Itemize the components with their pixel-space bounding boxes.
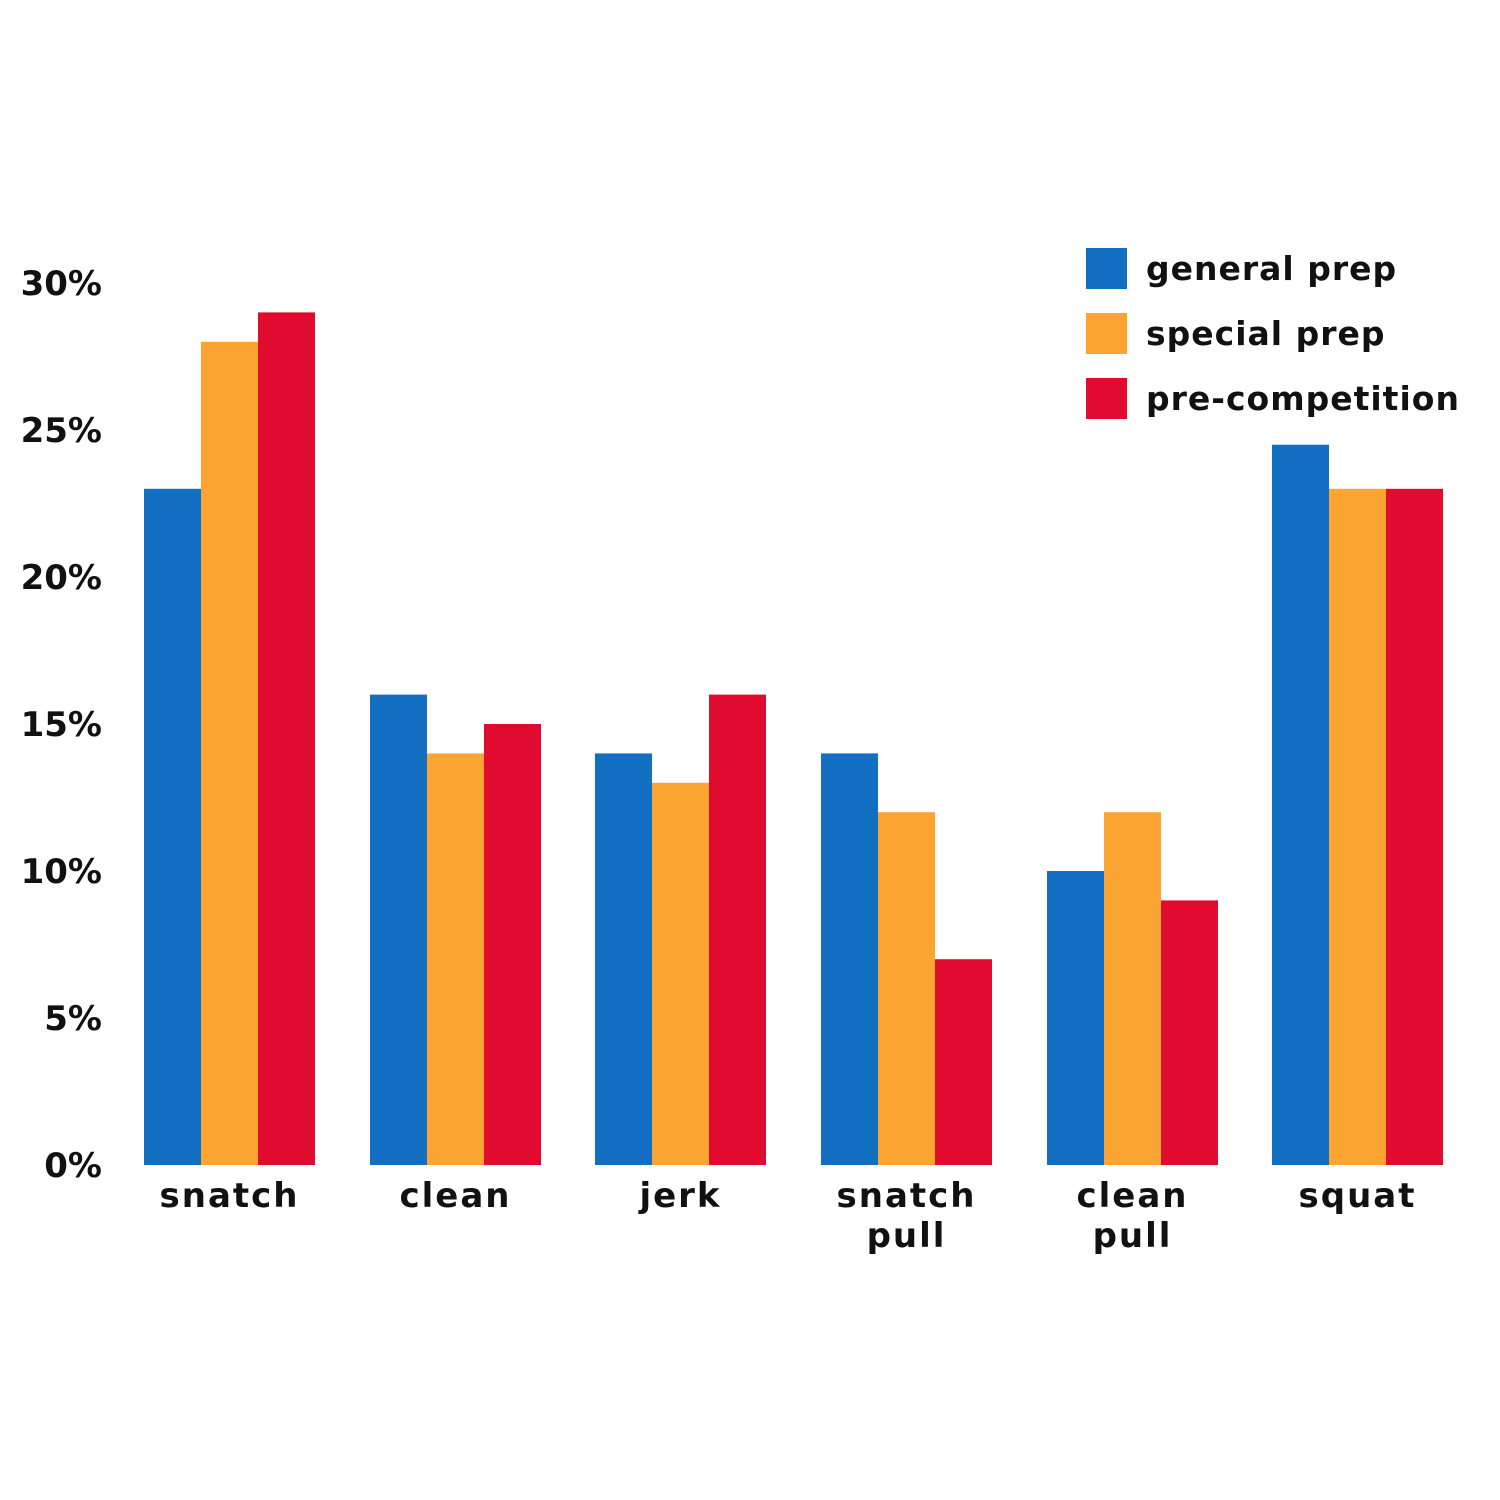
bar-special-prep-squat bbox=[1329, 488, 1386, 1165]
bar-general-prep-clean-pull bbox=[1047, 871, 1104, 1165]
bar-pre-competition-snatch-pull bbox=[935, 959, 992, 1165]
legend-item-general-prep: general prep bbox=[1086, 248, 1397, 289]
bar-group-snatch-pull bbox=[821, 753, 992, 1165]
x-category-label: clean bbox=[399, 1176, 511, 1216]
bar-pre-competition-jerk bbox=[709, 694, 766, 1165]
y-tick-label: 10% bbox=[21, 852, 102, 892]
legend-label: general prep bbox=[1146, 249, 1397, 288]
bar-group-clean bbox=[370, 694, 541, 1165]
legend-swatch bbox=[1086, 248, 1127, 289]
bar-group-jerk bbox=[595, 694, 766, 1165]
y-tick-label: 30% bbox=[21, 264, 102, 304]
legend-label: pre-competition bbox=[1146, 379, 1460, 418]
bar-pre-competition-clean bbox=[484, 724, 541, 1165]
x-category-label: clean pull bbox=[1076, 1176, 1188, 1256]
legend-swatch bbox=[1086, 313, 1127, 354]
x-category-label: snatch pull bbox=[837, 1176, 977, 1256]
bar-pre-competition-snatch bbox=[258, 312, 315, 1165]
y-tick-label: 0% bbox=[44, 1146, 102, 1186]
bar-special-prep-snatch-pull bbox=[878, 812, 935, 1165]
y-tick-label: 20% bbox=[21, 558, 102, 598]
legend-item-pre-competition: pre-competition bbox=[1086, 378, 1460, 419]
bar-group-snatch bbox=[144, 312, 315, 1165]
bar-general-prep-squat bbox=[1272, 444, 1329, 1165]
legend-swatch bbox=[1086, 378, 1127, 419]
bar-general-prep-snatch bbox=[144, 488, 201, 1165]
bar-general-prep-jerk bbox=[595, 753, 652, 1165]
legend: general prep special prep pre-competition bbox=[1086, 248, 1460, 419]
y-tick-label: 25% bbox=[21, 411, 102, 451]
bar-special-prep-snatch bbox=[201, 341, 258, 1165]
bar-pre-competition-squat bbox=[1386, 488, 1443, 1165]
legend-label: special prep bbox=[1146, 314, 1386, 353]
y-tick-label: 15% bbox=[21, 705, 102, 745]
bars bbox=[144, 312, 1443, 1165]
bar-special-prep-jerk bbox=[652, 782, 709, 1165]
bar-special-prep-clean-pull bbox=[1104, 812, 1161, 1165]
x-category-label: jerk bbox=[637, 1176, 721, 1216]
bar-group-clean-pull bbox=[1047, 812, 1218, 1165]
y-tick-label: 5% bbox=[44, 999, 102, 1039]
x-axis-labels: snatch clean jerk snatch pull clean pull squat bbox=[160, 1176, 1417, 1256]
bar-general-prep-snatch-pull bbox=[821, 753, 878, 1165]
x-category-label: squat bbox=[1299, 1176, 1417, 1216]
x-category-label: snatch bbox=[160, 1176, 300, 1216]
bar-group-squat bbox=[1272, 444, 1443, 1165]
bar-general-prep-clean bbox=[370, 694, 427, 1165]
bar-pre-competition-clean-pull bbox=[1161, 900, 1218, 1165]
bar-special-prep-clean bbox=[427, 753, 484, 1165]
y-axis: 0% 5% 10% 15% 20% 25% 30% bbox=[21, 264, 102, 1186]
legend-item-special-prep: special prep bbox=[1086, 313, 1386, 354]
